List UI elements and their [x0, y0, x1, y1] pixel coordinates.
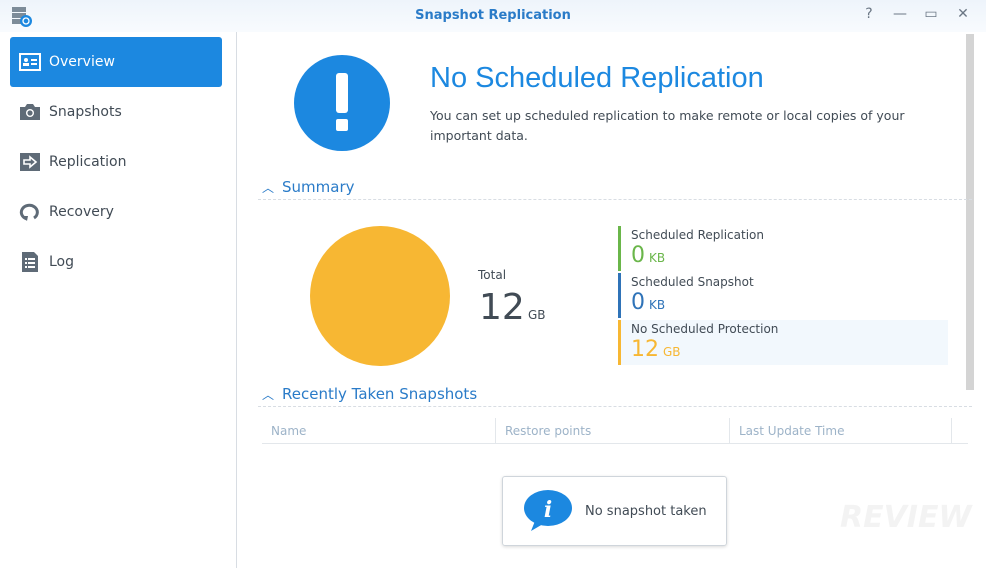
usage-pie-chart — [310, 226, 450, 366]
status-description: You can set up scheduled replication to … — [430, 108, 905, 143]
snapshots-section-header[interactable]: ︿ Recently Taken Snapshots — [258, 385, 972, 407]
sidebar-item-snapshots[interactable]: Snapshots — [10, 87, 222, 137]
help-button[interactable]: ? — [865, 6, 873, 22]
replication-icon — [20, 153, 40, 171]
column-last-update-time[interactable]: Last Update Time — [739, 424, 845, 438]
camera-icon — [20, 104, 40, 120]
legend-value: 12 — [631, 337, 659, 362]
legend-label: No Scheduled Protection — [631, 322, 779, 336]
title-bar: Snapshot Replication ? — ▭ ✕ — [0, 0, 986, 32]
summary-section-header[interactable]: ︿ Summary — [258, 178, 972, 200]
sidebar-item-overview[interactable]: Overview — [10, 37, 222, 87]
svg-text:i: i — [544, 497, 552, 523]
column-name[interactable]: Name — [271, 424, 307, 438]
status-title: No Scheduled Replication — [430, 62, 764, 94]
legend-scheduled-snapshot: Scheduled Snapshot 0 KB — [618, 273, 948, 318]
sidebar: Overview Snapshots Replication Recovery … — [0, 32, 237, 568]
info-icon: i — [524, 490, 572, 531]
legend-unit: GB — [663, 345, 681, 359]
sidebar-item-label: Recovery — [49, 204, 114, 220]
snapshots-table-header: Name Restore points Last Update Time — [262, 418, 968, 444]
sidebar-item-recovery[interactable]: Recovery — [10, 187, 222, 237]
total-value: 12 — [479, 287, 525, 328]
legend-label: Scheduled Snapshot — [631, 275, 754, 289]
sidebar-item-label: Log — [49, 254, 75, 270]
empty-state-message: i No snapshot taken — [502, 476, 727, 546]
sidebar-item-label: Replication — [49, 154, 127, 170]
legend-value: 0 — [631, 243, 645, 268]
empty-text: No snapshot taken — [585, 503, 707, 519]
legend-unit: KB — [649, 298, 666, 312]
overview-icon — [19, 53, 41, 71]
app-icon — [12, 7, 32, 27]
legend-no-scheduled-protection: No Scheduled Protection 12 GB — [618, 320, 948, 365]
maximize-button[interactable]: ▭ — [924, 6, 938, 22]
watermark-logo: REVIEW — [840, 500, 972, 535]
recovery-icon — [19, 203, 39, 221]
exclamation-icon — [294, 55, 390, 151]
close-button[interactable]: ✕ — [957, 6, 969, 22]
total-unit: GB — [528, 308, 546, 322]
total-label: Total — [478, 268, 507, 282]
chevron-up-icon: ︿ — [262, 388, 275, 402]
sidebar-item-label: Overview — [49, 54, 115, 70]
chevron-up-icon: ︿ — [262, 181, 275, 195]
legend-value: 0 — [631, 290, 645, 315]
legend-scheduled-replication: Scheduled Replication 0 KB — [618, 226, 948, 271]
legend-unit: KB — [649, 251, 666, 265]
log-icon — [22, 252, 38, 272]
minimize-button[interactable]: — — [893, 6, 907, 22]
section-title: Summary — [282, 178, 355, 196]
section-title: Recently Taken Snapshots — [282, 385, 478, 403]
sidebar-item-replication[interactable]: Replication — [10, 137, 222, 187]
window-title: Snapshot Replication — [415, 8, 571, 23]
column-restore-points[interactable]: Restore points — [505, 424, 592, 438]
legend-label: Scheduled Replication — [631, 228, 764, 242]
scrollbar[interactable] — [966, 34, 974, 390]
sidebar-item-log[interactable]: Log — [10, 237, 222, 287]
sidebar-item-label: Snapshots — [49, 104, 122, 120]
